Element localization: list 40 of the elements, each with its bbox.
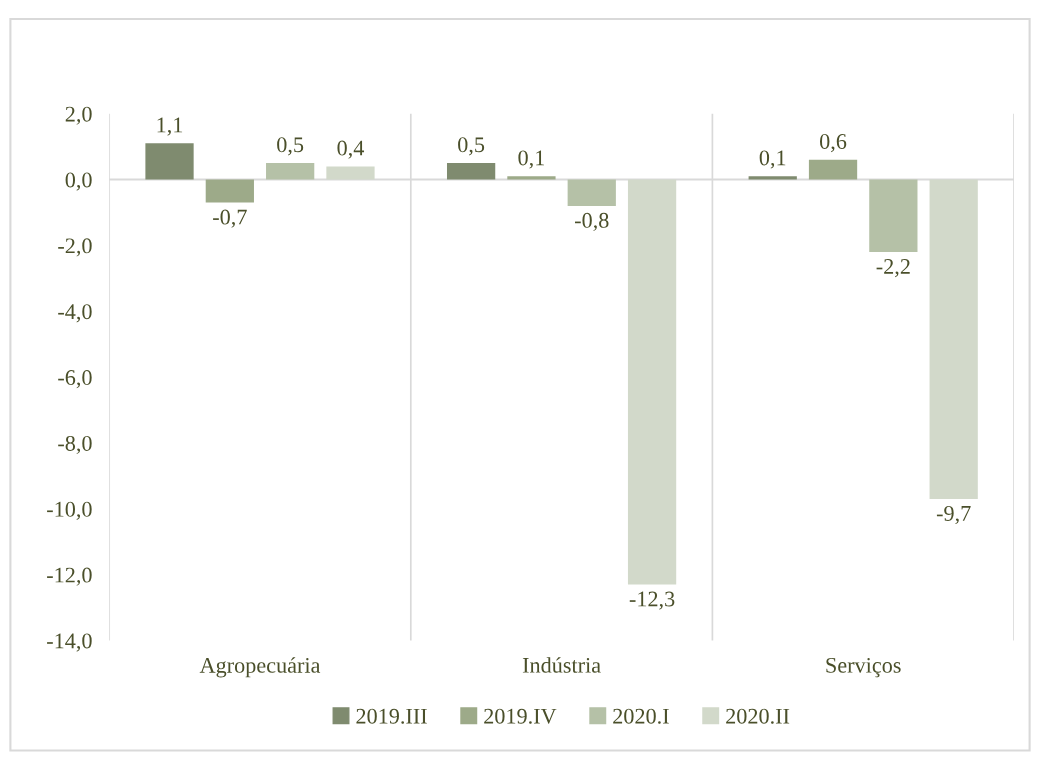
legend-label: 2020.I <box>613 708 669 724</box>
data-label: -0,8 <box>575 212 609 232</box>
bar <box>929 179 978 499</box>
bar <box>507 176 556 180</box>
bar <box>748 176 797 180</box>
bar <box>808 159 858 180</box>
y-tick-label: 2,0 <box>65 106 92 125</box>
legend-label: 2019.III <box>356 708 427 724</box>
data-label: 0,1 <box>759 150 786 169</box>
y-tick-label: 0,0 <box>65 172 92 191</box>
data-label: 0,4 <box>337 140 365 159</box>
bar <box>627 179 677 585</box>
y-tick-label: -6,0 <box>58 370 92 389</box>
y-tick-label: -8,0 <box>58 435 92 455</box>
data-label: -0,7 <box>213 209 247 228</box>
bar <box>266 163 315 180</box>
bar <box>326 166 375 180</box>
data-label: 1,1 <box>157 117 183 136</box>
data-label: -9,7 <box>936 505 971 525</box>
y-tick-label: -2,0 <box>58 238 92 257</box>
data-label: 0,6 <box>820 133 847 153</box>
y-tick-label: -10,0 <box>47 501 92 520</box>
data-label: 0,5 <box>458 137 485 156</box>
data-label: -2,2 <box>876 259 910 278</box>
x-tick-label: Agropecuária <box>199 657 321 678</box>
data-label: 0,5 <box>277 137 304 156</box>
data-label: 0,1 <box>518 150 544 169</box>
y-tick-label: -4,0 <box>58 304 92 323</box>
data-label: -12,3 <box>629 591 675 610</box>
y-tick-label: -14,0 <box>47 633 92 652</box>
bar <box>869 179 918 252</box>
legend-label: 2020.II <box>726 708 790 724</box>
bar <box>145 143 194 180</box>
bar <box>567 179 616 206</box>
bar <box>205 179 254 203</box>
bar <box>446 163 496 180</box>
legend-label: 2019.IV <box>484 708 557 724</box>
x-tick-label: Indústria <box>522 657 601 673</box>
x-tick-label: Serviços <box>826 657 901 678</box>
y-tick-label: -12,0 <box>47 567 92 586</box>
